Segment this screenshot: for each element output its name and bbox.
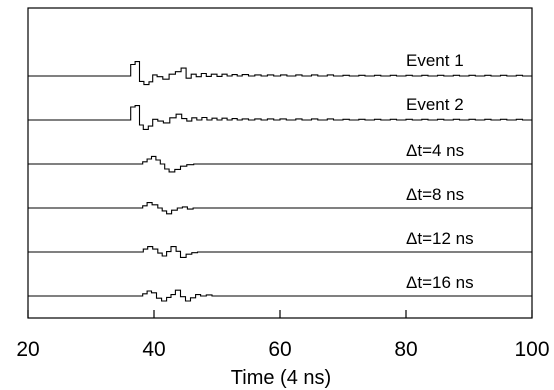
x-tick-label: 100: [514, 338, 549, 361]
x-tick-label: 80: [394, 338, 417, 361]
series-label: Δt=8 ns: [406, 185, 464, 204]
series-trace: [28, 289, 532, 302]
series-label: Δt=4 ns: [406, 141, 464, 160]
series-trace: [28, 105, 532, 130]
series-trace: [28, 246, 532, 258]
series-label: Δt=16 ns: [406, 273, 474, 292]
x-axis-title: Time (4 ns): [231, 367, 331, 389]
series-labels: Event 1 Event 2 Δt=4 ns Δt=8 ns Δt=12 ns Δt=1…: [406, 51, 474, 292]
x-tick-label: 40: [142, 338, 165, 361]
series-trace: [28, 155, 532, 173]
x-axis-tick-labels: 20 40 60 80 100: [16, 338, 549, 361]
x-tick-label: 20: [16, 338, 39, 361]
series-trace: [28, 61, 532, 86]
x-tick-label: 60: [268, 338, 291, 361]
series-label: Event 1: [406, 51, 464, 70]
series-label: Event 2: [406, 95, 464, 114]
series-traces: [28, 61, 532, 302]
x-axis-ticks: [27, 310, 533, 318]
series-trace: [28, 202, 532, 215]
series-label: Δt=12 ns: [406, 229, 474, 248]
